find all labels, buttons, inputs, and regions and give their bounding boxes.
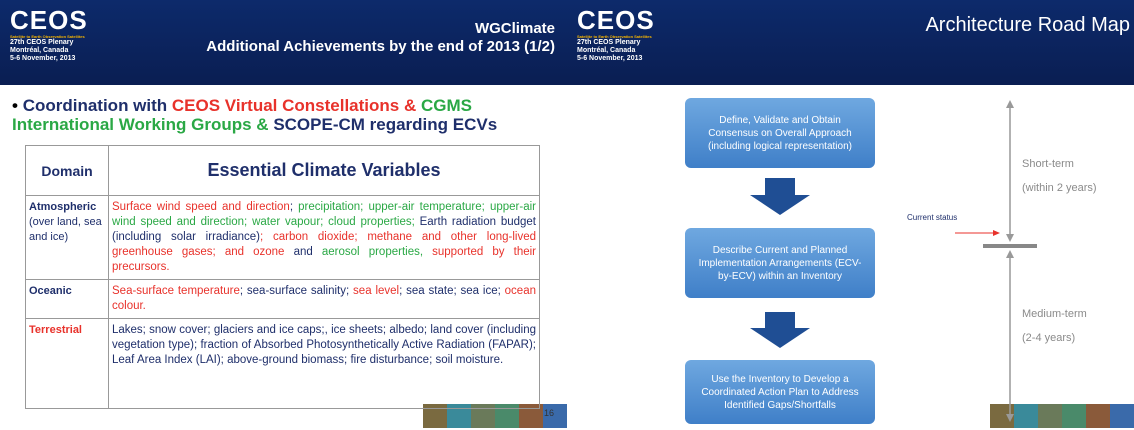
bullet-text: Coordination with CEOS Virtual Constella… xyxy=(12,96,497,134)
text-segment: Coordination with xyxy=(23,96,172,115)
text-segment: CEOS Virtual Constellations & xyxy=(172,96,421,115)
table-row: Oceanic Sea-surface temperature; sea-surf… xyxy=(26,280,540,319)
text-segment: SCOPE-CM regarding ECVs xyxy=(273,115,497,134)
diagram-lines xyxy=(567,0,1134,430)
variables-cell: Surface wind speed and direction; precip… xyxy=(109,196,540,280)
group-name: WGClimate xyxy=(206,20,555,38)
header-text: WGClimate Additional Achievements by the… xyxy=(206,20,555,56)
text-segment: Surface wind speed and direction xyxy=(112,201,290,213)
short-term: Short-term(within 2 years) xyxy=(1022,152,1097,200)
header-row: Domain Essential Climate Variables xyxy=(26,146,540,196)
ecv-table: Domain Essential Climate Variables Atmos… xyxy=(25,145,540,409)
text-segment: Sea-surface temperature xyxy=(112,285,240,297)
text-segment: aerosol properties, xyxy=(322,246,423,258)
arrow-head xyxy=(1006,234,1014,242)
down-arrow xyxy=(750,312,810,348)
term-note: (within 2 years) xyxy=(1022,176,1097,200)
text-segment: sea level xyxy=(353,285,399,297)
status-bar xyxy=(983,244,1037,248)
logo-event: 27th CEOS Plenary xyxy=(10,39,88,47)
text-segment: Oceanic xyxy=(29,285,72,297)
medium-term: Medium-term(2-4 years) xyxy=(1022,302,1087,350)
table-row: Atmospheric (over land, sea and ice)Surf… xyxy=(26,196,540,280)
logo-name: CEOS xyxy=(10,6,88,34)
bullet: • Coordination with CEOS Virtual Constel… xyxy=(12,96,562,134)
left-slide: CEOS Satellite to Earth Observation Sate… xyxy=(0,0,567,430)
text-segment: and xyxy=(284,246,321,258)
arrow-head xyxy=(1006,414,1014,422)
domain-cell: Oceanic xyxy=(26,280,109,319)
down-arrow xyxy=(750,178,810,215)
logo: CEOS Satellite to Earth Observation Sate… xyxy=(10,6,88,63)
term-note: (2-4 years) xyxy=(1022,326,1087,350)
term-label: Short-term xyxy=(1022,152,1097,176)
domain-cell: Atmospheric (over land, sea and ice) xyxy=(26,196,109,280)
text-segment: ; xyxy=(290,201,298,213)
arrow-head xyxy=(1006,100,1014,108)
variables-cell: Lakes; snow cover; glaciers and ice caps… xyxy=(109,319,540,409)
page-number: 16 xyxy=(544,408,554,418)
slide-title: Additional Achievements by the end of 20… xyxy=(206,38,555,56)
variables-cell: Sea-surface temperature; sea-surface sal… xyxy=(109,280,540,319)
text-segment: Atmospheric xyxy=(29,201,96,213)
current-status: Current status xyxy=(907,213,957,222)
header-cell: Essential Climate Variables xyxy=(109,146,540,196)
logo-place: Montréal, Canada xyxy=(10,47,88,55)
term-label: Medium-term xyxy=(1022,302,1087,326)
header-cell: Domain xyxy=(26,146,109,196)
text-segment: ; sea-surface salinity; xyxy=(240,285,353,297)
status-arrow-head xyxy=(993,230,1000,236)
page: CEOS Satellite to Earth Observation Sate… xyxy=(0,0,1134,430)
logo-dates: 5-6 November, 2013 xyxy=(10,55,88,63)
text-segment: Terrestrial xyxy=(29,324,82,336)
table-row: Terrestrial Lakes; snow cover; glaciers a… xyxy=(26,319,540,409)
text-segment: (over land, sea and ice) xyxy=(29,216,102,243)
domain-cell: Terrestrial xyxy=(26,319,109,409)
text-segment: ; sea state; sea ice; xyxy=(399,285,505,297)
arrow-head xyxy=(1006,250,1014,258)
text-segment: Lakes; snow cover; glaciers and ice caps… xyxy=(112,324,536,366)
right-slide: CEOS Satellite to Earth Observation Sate… xyxy=(567,0,1134,430)
